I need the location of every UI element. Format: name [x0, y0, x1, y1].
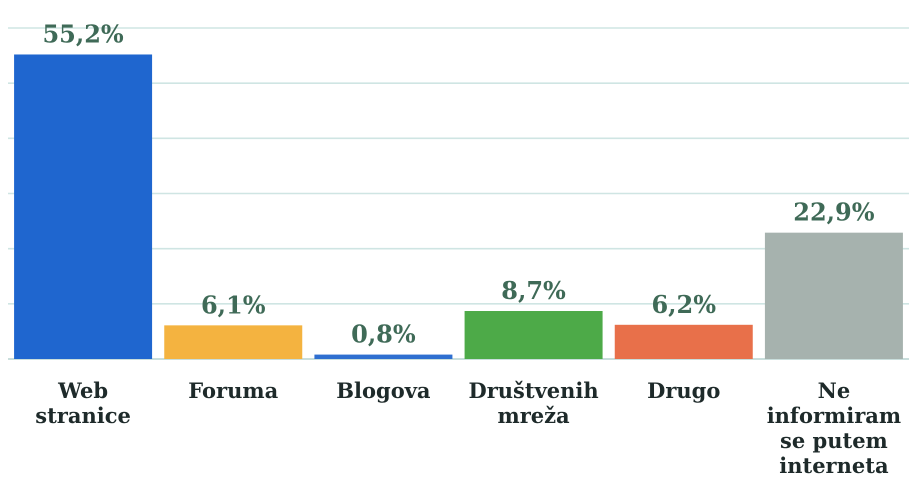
category-label: Foruma: [188, 378, 278, 403]
category-label-line: Društvenih: [469, 378, 599, 403]
category-label-line: Ne: [818, 378, 851, 403]
data-label: 6,2%: [651, 290, 716, 319]
category-label-line: Foruma: [188, 378, 278, 403]
category-label-line: Web: [57, 378, 108, 403]
data-label: 55,2%: [42, 19, 123, 48]
category-label: Web stranice: [35, 378, 131, 428]
data-label: 22,9%: [793, 198, 874, 227]
bar: [764, 232, 903, 359]
category-label-line: mreža: [497, 403, 570, 428]
category-label-line: stranice: [35, 403, 131, 428]
category-label-line: Drugo: [647, 378, 720, 403]
bar: [464, 311, 603, 359]
category-label-line: interneta: [779, 453, 889, 478]
data-labels: 55,2% 6,1% 0,8% 8,7% 6,2% 22,9%: [42, 19, 874, 348]
data-label: 6,1%: [201, 290, 266, 319]
bar: [314, 354, 453, 359]
bars: [14, 54, 903, 359]
category-label-line: Blogova: [336, 378, 431, 403]
category-label: Blogova: [336, 378, 431, 403]
data-label: 0,8%: [351, 320, 416, 349]
category-label: Ne informiram se putem interneta: [767, 378, 901, 478]
gridlines: [8, 27, 909, 360]
category-label-line: informiram: [767, 403, 901, 428]
category-label: Drugo: [647, 378, 720, 403]
bar: [614, 324, 753, 359]
category-label-line: se putem: [780, 428, 888, 453]
data-label: 8,7%: [501, 276, 566, 305]
bar: [164, 325, 303, 359]
bar: [14, 54, 153, 359]
category-label: Društvenih mreža: [469, 378, 599, 428]
